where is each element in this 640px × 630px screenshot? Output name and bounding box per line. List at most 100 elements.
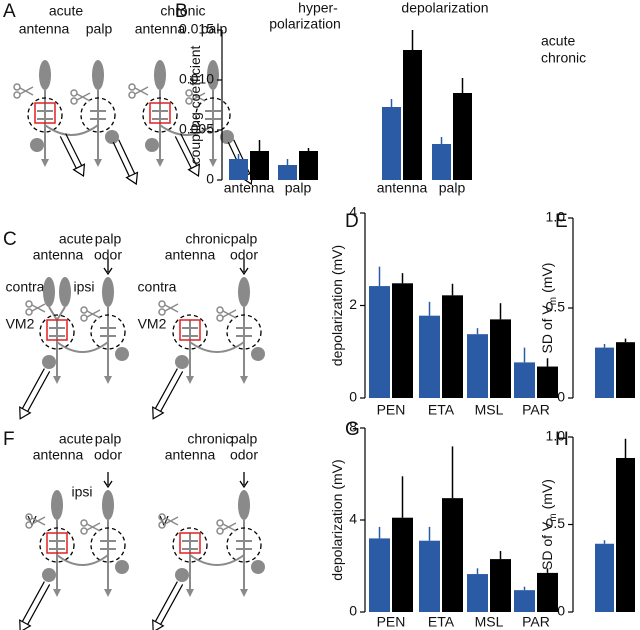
diagram-label: chronic <box>160 3 205 19</box>
y-axis-label: SD of Vm (mV) <box>539 479 559 570</box>
electrode <box>27 371 51 412</box>
y-tick-label: 8 <box>349 419 357 435</box>
antenna-neuron <box>43 277 55 307</box>
bar <box>250 151 269 180</box>
x-tick-label: palp <box>439 180 466 196</box>
panel-letter: G <box>345 419 360 440</box>
glomerulus <box>39 527 75 563</box>
panel-letter: E <box>555 211 568 232</box>
y-axis-label: depolarization (mV) <box>329 459 345 580</box>
axon <box>48 306 58 321</box>
y-axis-label-part: m <box>548 297 559 305</box>
palp-neuron <box>102 277 114 307</box>
scissors <box>86 522 101 531</box>
bar <box>369 286 390 398</box>
bar <box>392 283 413 398</box>
connection <box>56 341 109 353</box>
diagram-label: antenna <box>165 247 216 263</box>
scissors <box>134 87 149 96</box>
x-tick-label: MSL <box>475 614 504 630</box>
scissors <box>31 303 46 312</box>
soma <box>115 560 129 574</box>
recording-site <box>46 532 68 554</box>
y-tick-label: 4 <box>349 204 357 220</box>
diagram-label: palp <box>95 231 122 247</box>
scissors <box>216 519 224 527</box>
palp-neuron <box>238 490 250 520</box>
scissors <box>25 308 33 316</box>
bar <box>419 315 440 398</box>
soma <box>145 138 159 152</box>
scissors <box>134 86 149 95</box>
y-tick-label: 0.015 <box>179 21 214 37</box>
panel-letter: A <box>3 1 16 22</box>
bar <box>392 517 413 612</box>
electrode <box>21 581 45 622</box>
electrode-tip <box>125 171 139 186</box>
panel-letter: B <box>175 1 188 22</box>
y-tick-label: 0.005 <box>179 121 214 137</box>
soma <box>42 568 56 582</box>
scissors <box>158 300 166 308</box>
glomerulus <box>172 314 208 350</box>
electrode <box>160 584 184 625</box>
scissors <box>70 89 78 97</box>
palp-neuron <box>92 60 104 90</box>
glomerulus <box>27 97 63 133</box>
y-tick-label: 0.5 <box>546 515 566 531</box>
y-tick-label: 0.5 <box>546 299 566 315</box>
axon <box>56 306 66 321</box>
diagram-label: VM2 <box>138 316 167 332</box>
x-tick-label: PAR <box>522 402 550 418</box>
scissors <box>31 517 46 526</box>
group-label: hyper- <box>298 0 338 16</box>
electrode <box>174 136 192 169</box>
diagram-label: antenna <box>33 247 84 263</box>
y-tick-label: 0 <box>557 389 565 405</box>
scissors <box>80 519 88 527</box>
y-axis-label-part: depolarization (mV) <box>329 245 345 366</box>
scissors <box>185 89 193 97</box>
electrode-tip <box>72 163 86 177</box>
scissors <box>76 93 91 102</box>
scissors <box>216 527 224 535</box>
scissors <box>216 306 224 314</box>
scissors <box>19 87 34 96</box>
electrode-tip <box>19 406 32 420</box>
diagram-label: odor <box>230 247 258 263</box>
y-tick-label: 4 <box>349 511 357 527</box>
legend-label: acute <box>541 33 575 49</box>
diagram-label: antenna <box>135 21 186 37</box>
y-axis-label: SD of Vm (mV) <box>539 263 559 354</box>
electrode <box>118 139 136 174</box>
electrode <box>160 371 184 412</box>
bar <box>514 362 535 398</box>
soma <box>105 130 119 144</box>
odor-arrow <box>103 472 113 489</box>
bar <box>616 342 635 398</box>
antenna-neuron <box>59 277 71 307</box>
y-axis-label-part: SD of V <box>539 305 555 354</box>
scissors <box>191 92 206 101</box>
glomerulus <box>80 97 116 133</box>
bar <box>432 144 451 180</box>
stem-arrow <box>156 159 164 167</box>
group-label: polarization <box>269 16 341 32</box>
recording-site <box>46 319 68 341</box>
stem-arrow <box>240 376 248 384</box>
diagram-label: odor <box>94 447 122 463</box>
scissors <box>185 97 193 105</box>
soma <box>175 568 189 582</box>
scissors <box>86 523 101 532</box>
scissors <box>222 522 237 531</box>
electrode <box>154 368 178 409</box>
connection <box>189 554 245 566</box>
y-tick-label: 0 <box>206 171 214 187</box>
stem-arrow <box>53 589 61 597</box>
antenna-neuron <box>39 60 51 90</box>
y-axis-label-part: m <box>548 513 559 521</box>
diagram-label: ipsi <box>71 484 92 500</box>
recording-site <box>179 532 201 554</box>
x-tick-label: antenna <box>224 180 275 196</box>
bar <box>467 334 488 398</box>
